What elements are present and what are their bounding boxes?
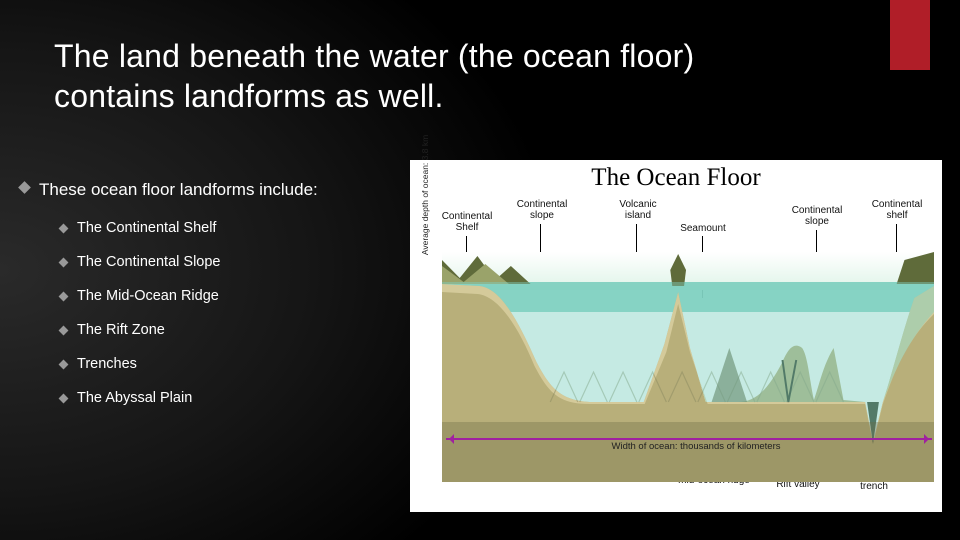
- accent-bar: [890, 0, 930, 70]
- list-item: The Continental Slope: [60, 254, 400, 270]
- label-slope: Continental slope: [510, 200, 574, 221]
- list-item: The Continental Shelf: [60, 220, 400, 236]
- item-label: The Abyssal Plain: [77, 390, 192, 406]
- list-item: Trenches: [60, 356, 400, 372]
- intro-text: These ocean floor landforms include:: [39, 180, 318, 200]
- label-seamount: Seamount: [672, 224, 734, 235]
- item-label: Trenches: [77, 356, 137, 372]
- label-shelf-right: Continental shelf: [866, 200, 928, 221]
- label-slope-right: Continental slope: [782, 206, 852, 227]
- label-volcanic: Volcanic island: [610, 200, 666, 221]
- diamond-icon: [59, 325, 69, 335]
- bullet-content: These ocean floor landforms include: The…: [20, 180, 400, 424]
- diamond-icon: [59, 257, 69, 267]
- label-trench: trench: [850, 482, 898, 493]
- list-item: The Rift Zone: [60, 322, 400, 338]
- item-label: The Rift Zone: [77, 322, 165, 338]
- diamond-icon: [59, 291, 69, 301]
- item-label: The Mid-Ocean Ridge: [77, 288, 219, 304]
- diamond-icon: [59, 393, 69, 403]
- diamond-icon: [59, 359, 69, 369]
- label-shelf-left: Continental Shelf: [436, 212, 498, 233]
- list-item: The Mid-Ocean Ridge: [60, 288, 400, 304]
- item-label: The Continental Shelf: [77, 220, 216, 236]
- list-item: These ocean floor landforms include:: [20, 180, 400, 200]
- diagram-haxis: Width of ocean: thousands of kilometers: [510, 441, 882, 452]
- item-label: The Continental Slope: [77, 254, 221, 270]
- list-item: The Abyssal Plain: [60, 390, 400, 406]
- diamond-icon: [59, 223, 69, 233]
- slide-title: The land beneath the water (the ocean fl…: [54, 36, 754, 116]
- diagram-vaxis: Average depth of ocean: 3.8 km: [420, 110, 430, 280]
- sub-list: The Continental Shelf The Continental Sl…: [60, 220, 400, 406]
- diamond-icon: [18, 181, 31, 194]
- width-arrow-icon: [446, 438, 932, 440]
- ocean-floor-diagram: The Ocean Floor Continental Shelf Contin…: [410, 160, 942, 512]
